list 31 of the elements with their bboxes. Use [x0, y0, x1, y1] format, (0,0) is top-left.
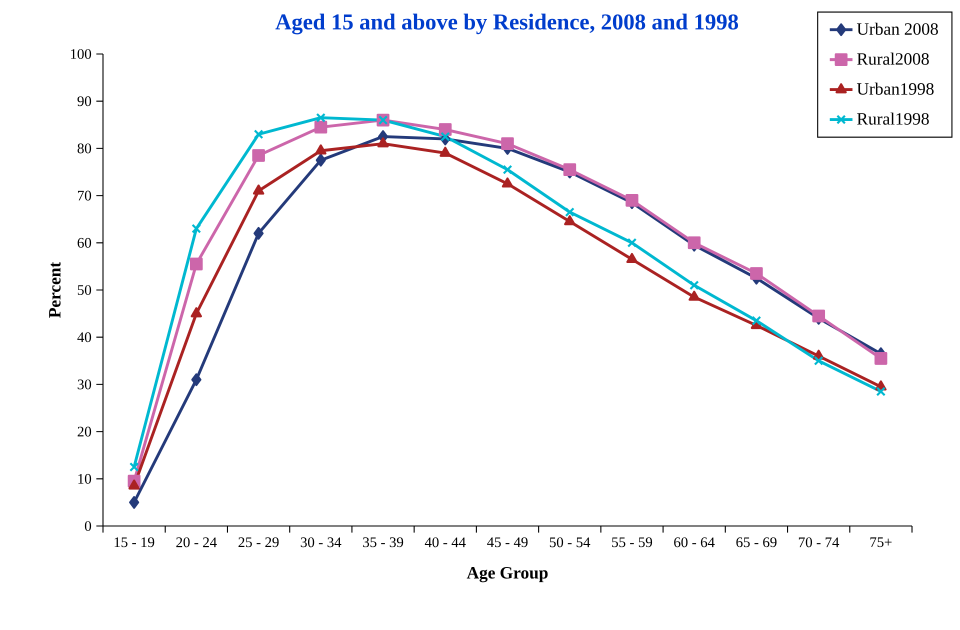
x-axis-title: Age Group	[466, 567, 548, 582]
x-tick-label: 55 - 59	[612, 537, 652, 548]
y-tick-label: 30	[78, 379, 92, 390]
x-tick-label: 40 - 44	[424, 537, 466, 548]
y-tick-label: 0	[84, 521, 92, 531]
legend-label: Rural2008	[857, 52, 929, 65]
y-axis-title: Percent	[49, 262, 61, 318]
y-tick-label: 40	[77, 332, 92, 342]
y-tick-label: 20	[78, 426, 92, 437]
x-tick-label: 75+	[870, 537, 892, 548]
y-tick-label: 50	[78, 285, 92, 295]
y-tick-label: 90	[78, 96, 92, 106]
x-tick-label: 25 - 29	[238, 537, 279, 548]
y-tick-label: 10	[78, 474, 92, 484]
x-tick-label: 70 - 74	[798, 537, 840, 548]
legend-label: Rural1998	[857, 112, 929, 125]
y-tick-label: 80	[78, 143, 92, 154]
x-tick-label: 20 - 24	[176, 537, 217, 548]
x-tick-label: 35 - 39	[363, 537, 404, 548]
legend-label: Urban 2008	[856, 22, 938, 35]
x-tick-label: 15 - 19	[114, 537, 154, 548]
x-tick-label: 65 - 69	[736, 537, 777, 548]
y-tick-label: 100	[71, 49, 92, 59]
y-tick-label: 60	[78, 238, 92, 248]
chart-title: Aged 15 and above by Residence, 2008 and 1998	[275, 14, 738, 34]
x-tick-label: 50 - 54	[550, 537, 590, 548]
x-tick-label: 45 - 49	[487, 537, 528, 548]
x-tick-label: 30 - 34	[300, 537, 342, 548]
legend-label: Urban1998	[856, 82, 934, 95]
x-tick-label: 60 - 64	[674, 537, 715, 548]
y-tick-label: 70	[78, 190, 92, 201]
